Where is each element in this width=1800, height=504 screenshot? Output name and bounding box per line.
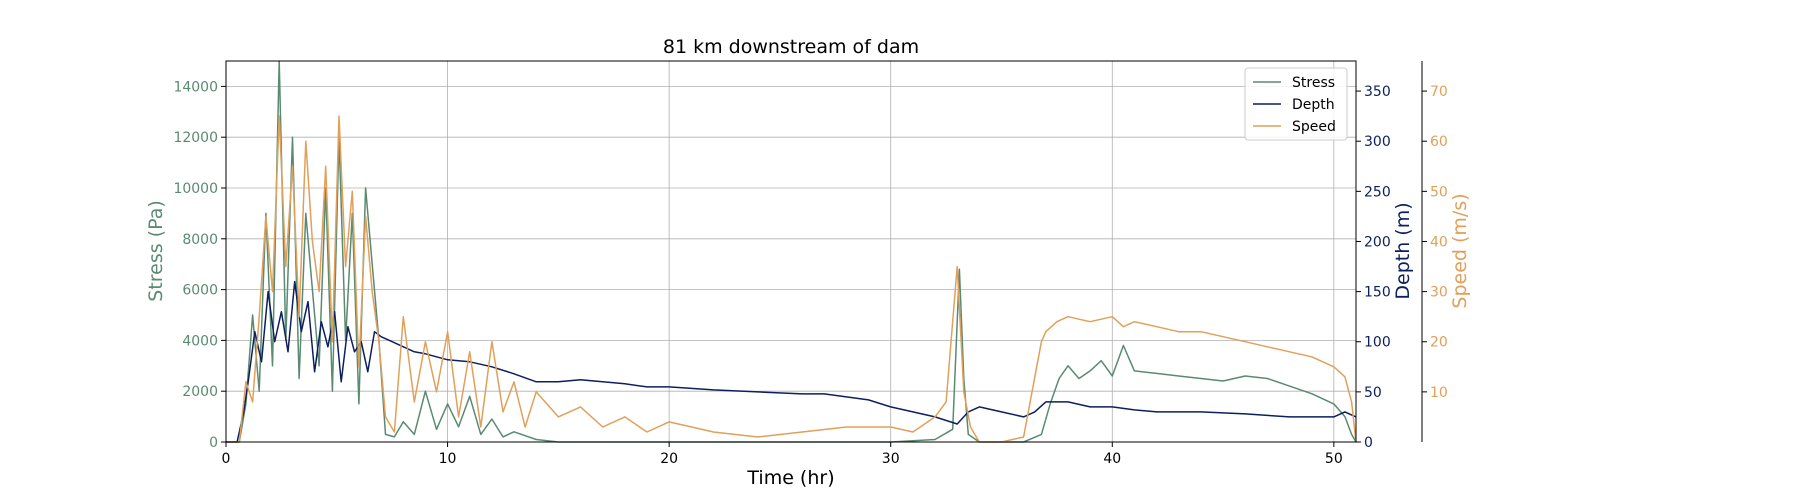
stress-tick-label: 2000	[182, 384, 218, 400]
legend-label-depth: Depth	[1292, 97, 1335, 113]
x-tick-label: 50	[1325, 451, 1343, 467]
stress-tick-label: 8000	[182, 232, 218, 248]
speed-tick-label: 40	[1430, 234, 1448, 250]
depth-axis-title: Depth (m)	[1392, 202, 1414, 299]
x-tick-label: 10	[439, 451, 457, 467]
speed-tick-label: 30	[1430, 285, 1448, 301]
depth-axis: 0 50 100 150 200 250 300 350 Depth (m)	[1356, 84, 1414, 451]
legend-label-speed: Speed	[1292, 119, 1336, 135]
x-tick-label: 40	[1103, 451, 1121, 467]
stress-axis: 0 2000 4000 6000 8000 10000 12000 14000 Stress (…	[145, 79, 226, 451]
speed-tick-label: 10	[1430, 385, 1448, 401]
series-depth	[226, 280, 1357, 443]
speed-axis: 10 20 30 40 50 60 70 Speed (m/s)	[1421, 61, 1471, 442]
series-speed	[226, 115, 1357, 443]
speed-tick-label: 70	[1430, 84, 1448, 100]
legend-box	[1244, 67, 1348, 141]
depth-tick-label: 250	[1364, 184, 1391, 200]
series-stress	[226, 60, 1357, 443]
legend: Stress Depth Speed	[1244, 67, 1348, 141]
series-layer	[226, 60, 1357, 443]
depth-tick-label: 200	[1364, 234, 1391, 250]
depth-tick-label: 150	[1364, 285, 1391, 301]
stress-tick-label: 14000	[173, 79, 218, 95]
stress-tick-label: 12000	[173, 130, 218, 146]
x-tick-label: 30	[882, 451, 900, 467]
x-tick-label: 0	[222, 451, 231, 467]
depth-tick-label: 50	[1364, 385, 1382, 401]
stress-tick-label: 10000	[173, 181, 218, 197]
depth-tick-label: 100	[1364, 335, 1391, 351]
speed-tick-label: 20	[1430, 335, 1448, 351]
legend-label-stress: Stress	[1292, 75, 1335, 91]
stress-axis-title: Stress (Pa)	[145, 200, 167, 302]
speed-tick-label: 60	[1430, 134, 1448, 150]
x-axis: 0 10 20 30 40 50	[222, 442, 1343, 467]
depth-tick-label: 350	[1364, 84, 1391, 100]
x-tick-label: 20	[660, 451, 678, 467]
speed-tick-label: 50	[1430, 184, 1448, 200]
depth-tick-label: 0	[1364, 435, 1373, 451]
stress-tick-label: 4000	[182, 333, 218, 349]
stress-tick-label: 0	[209, 435, 218, 451]
stress-tick-label: 6000	[182, 283, 218, 299]
speed-axis-title: Speed (m/s)	[1449, 193, 1471, 308]
depth-tick-label: 300	[1364, 134, 1391, 150]
chart-title: 81 km downstream of dam	[663, 36, 919, 58]
x-axis-title: Time (hr)	[746, 467, 834, 489]
plot-frame	[225, 60, 1357, 443]
